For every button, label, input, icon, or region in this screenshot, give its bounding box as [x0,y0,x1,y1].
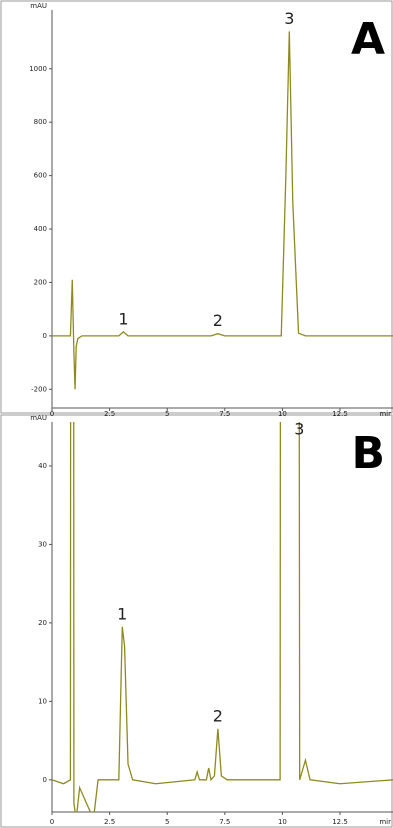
x-tick-label: 12.5 [332,410,348,418]
x-tick-label: 10 [278,410,287,418]
peak-label: 3 [284,9,294,28]
y-tick-label: 10 [38,697,47,705]
y-tick-label: 0 [43,332,47,340]
y-tick-label: 600 [34,172,47,180]
x-tick-label: 7.5 [219,410,230,418]
panel-frame [0,414,393,828]
peak-label: 1 [118,309,128,328]
x-tick-label: 5 [165,818,169,826]
x-tick-label: 10 [278,818,287,826]
x-tick-label: 2.5 [104,818,115,826]
x-tick-label: 7.5 [219,818,230,826]
y-tick-label: -200 [31,385,47,393]
panel-frame [0,0,393,414]
x-tick-label: 12.5 [332,818,348,826]
peak-label: 2 [213,706,223,725]
y-tick-label: 400 [34,225,47,233]
x-tick-label: 5 [165,410,169,418]
x-axis-label: mir [379,818,391,826]
x-axis-label: mir [379,410,391,418]
y-tick-label: 40 [38,462,47,470]
trace [52,422,393,812]
x-tick-label: 0 [50,410,54,418]
y-tick-label: 800 [34,118,47,126]
trace [52,31,393,390]
peak-label: 1 [117,604,127,623]
y-tick-label: 200 [34,278,47,286]
panel-letter: B [351,428,385,479]
peak-label: 3 [294,420,304,439]
panel-letter: A [351,14,385,65]
peak-label: 2 [213,311,223,330]
y-tick-label: 0 [43,776,47,784]
y-tick-label: 1000 [29,65,47,73]
x-tick-label: 0 [50,818,54,826]
y-axis-label: mAU [30,2,47,10]
y-tick-label: 20 [38,619,47,627]
y-axis-label: mAU [30,414,47,422]
y-tick-label: 30 [38,540,47,548]
x-tick-label: 2.5 [104,410,115,418]
